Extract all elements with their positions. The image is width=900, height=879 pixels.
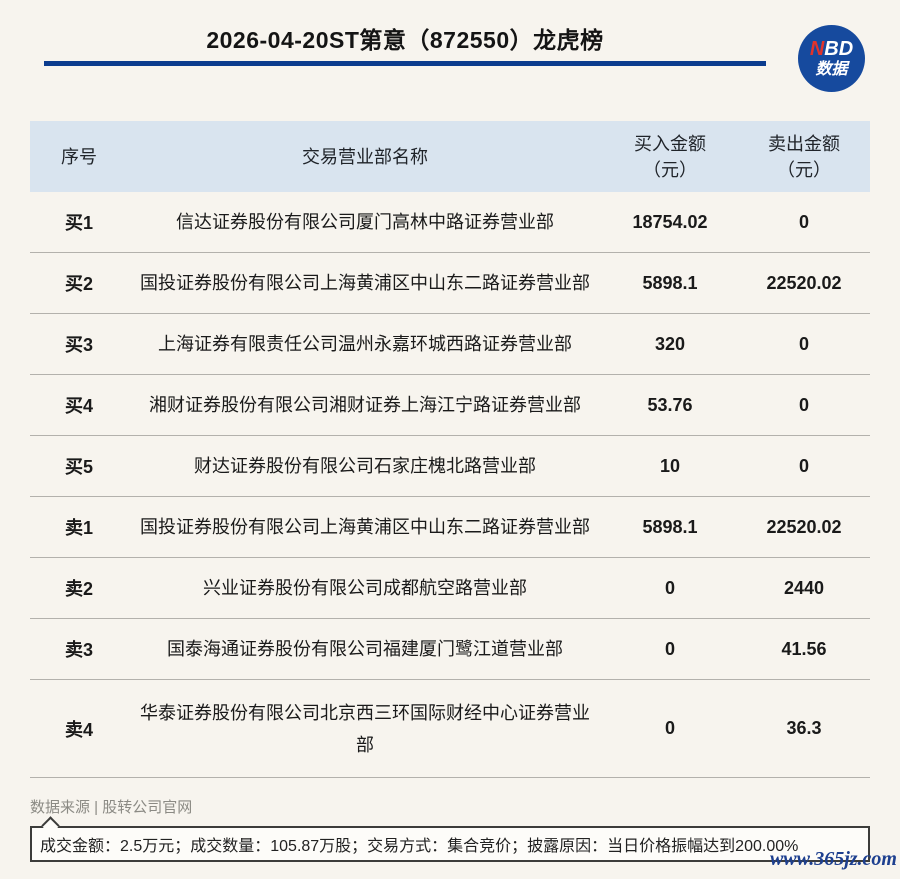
broker-name-cell: 国投证券股份有限公司上海黄浦区中山东二路证券营业部 — [140, 517, 590, 537]
sell-amount-cell: 22520.02 — [766, 272, 842, 293]
seq-cell: 买2 — [64, 274, 93, 294]
watermark: www.365jz.com — [769, 848, 897, 870]
buy-amount-cell: 5898.1 — [642, 272, 698, 293]
sell-amount-cell: 0 — [798, 455, 809, 476]
buy-amount-cell: 53.76 — [647, 394, 693, 415]
broker-name-cell: 财达证券股份有限公司石家庄槐北路营业部 — [194, 456, 536, 476]
table-row: 卖1 国投证券股份有限公司上海黄浦区中山东二路证券营业部 5898.1 2252… — [30, 497, 870, 558]
table-row: 卖2 兴业证券股份有限公司成都航空路营业部 0 2440 — [30, 558, 870, 619]
disclosure-note-text: 成交金额：2.5万元；成交数量：105.87万股；交易方式：集合竞价；披露原因：… — [40, 838, 799, 855]
header-broker-name: 交易营业部名称 — [302, 146, 428, 167]
nbd-logo-n: N — [809, 38, 825, 61]
seq-cell: 买5 — [64, 457, 93, 477]
sell-amount-cell: 41.56 — [781, 638, 827, 659]
buy-amount-cell: 0 — [664, 718, 675, 738]
broker-name-cell: 国投证券股份有限公司上海黄浦区中山东二路证券营业部 — [140, 273, 590, 293]
buy-amount-cell: 5898.1 — [642, 516, 698, 537]
data-source-label: 数据来源 | 股转公司官网 — [30, 799, 193, 816]
header-sell-amount: 卖出金额 （元） — [768, 133, 840, 180]
lhb-table: 序号 交易营业部名称 买入金额 （元） 卖出金额 （元） 买1 信达证券股份有限… — [30, 121, 870, 778]
table-row: 买1 信达证券股份有限公司厦门高林中路证券营业部 18754.02 0 — [30, 192, 870, 253]
header: 2026-04-20ST第意（872550）龙虎榜 NBD 数据 — [0, 0, 900, 121]
buy-amount-cell: 320 — [654, 333, 686, 354]
broker-name-cell: 华泰证券股份有限公司北京西三环国际财经中心证券营业部 — [140, 702, 590, 755]
broker-name-cell: 湘财证券股份有限公司湘财证券上海江宁路证券营业部 — [149, 395, 581, 415]
seq-cell: 卖1 — [64, 518, 93, 538]
nbd-logo: NBD 数据 — [798, 25, 865, 92]
sell-amount-cell: 0 — [798, 333, 809, 354]
table-row: 卖3 国泰海通证券股份有限公司福建厦门鹭江道营业部 0 41.56 — [30, 619, 870, 680]
broker-name-cell: 兴业证券股份有限公司成都航空路营业部 — [203, 578, 527, 598]
sell-amount-cell: 0 — [798, 394, 809, 415]
sell-amount-cell: 0 — [798, 211, 809, 232]
seq-cell: 卖3 — [64, 640, 93, 660]
seq-cell: 买1 — [64, 213, 93, 233]
buy-amount-cell: 0 — [664, 577, 675, 598]
nbd-logo-subtext: 数据 — [815, 60, 848, 78]
sell-amount-cell: 2440 — [783, 577, 825, 598]
table-row: 买2 国投证券股份有限公司上海黄浦区中山东二路证券营业部 5898.1 2252… — [30, 253, 870, 314]
seq-cell: 卖4 — [64, 719, 93, 740]
header-seq: 序号 — [61, 146, 97, 167]
disclosure-note-box: 成交金额：2.5万元；成交数量：105.87万股；交易方式：集合竞价；披露原因：… — [30, 816, 870, 862]
table-row: 买4 湘财证券股份有限公司湘财证券上海江宁路证券营业部 53.76 0 — [30, 375, 870, 436]
table-row: 买5 财达证券股份有限公司石家庄槐北路营业部 10 0 — [30, 436, 870, 497]
nbd-logo-bd: BD — [824, 38, 854, 61]
sell-amount-cell: 36.3 — [786, 718, 822, 738]
seq-cell: 买4 — [64, 396, 93, 416]
table-row: 卖4 华泰证券股份有限公司北京西三环国际财经中心证券营业部 0 36.3 — [30, 680, 870, 778]
title-underline — [44, 61, 766, 66]
seq-cell: 买3 — [64, 335, 93, 355]
broker-name-cell: 国泰海通证券股份有限公司福建厦门鹭江道营业部 — [167, 639, 563, 659]
buy-amount-cell: 0 — [664, 638, 675, 659]
buy-amount-cell: 10 — [659, 455, 681, 476]
sell-amount-cell: 22520.02 — [766, 516, 842, 537]
broker-name-cell: 信达证券股份有限公司厦门高林中路证券营业部 — [176, 212, 554, 232]
nbd-logo-text: NBD — [809, 38, 854, 61]
page-title: 2026-04-20ST第意（872550）龙虎榜 — [206, 27, 604, 53]
seq-cell: 卖2 — [64, 579, 93, 599]
buy-amount-cell: 18754.02 — [632, 211, 708, 232]
broker-name-cell: 上海证券有限责任公司温州永嘉环城西路证券营业部 — [158, 334, 572, 354]
header-buy-amount: 买入金额 （元） — [634, 133, 706, 180]
table-row: 买3 上海证券有限责任公司温州永嘉环城西路证券营业部 320 0 — [30, 314, 870, 375]
table-header-row: 序号 交易营业部名称 买入金额 （元） 卖出金额 （元） — [30, 121, 870, 192]
